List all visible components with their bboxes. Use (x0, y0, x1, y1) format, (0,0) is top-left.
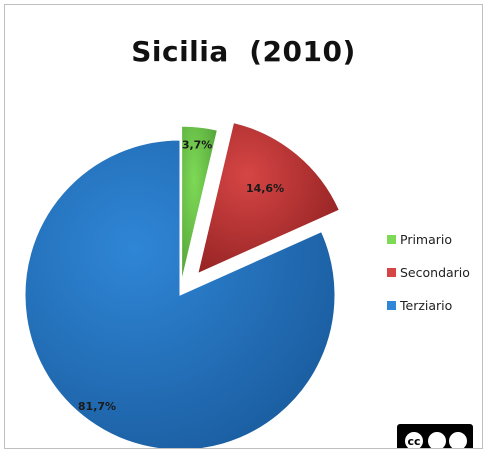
legend-label: Terziario (400, 297, 453, 313)
chart-title: Sicilia (2010) (131, 35, 356, 68)
pie-slice-terziario (24, 139, 336, 448)
legend-item-terziario: Terziario (387, 297, 470, 313)
legend-swatch (387, 267, 396, 277)
data-label-terziario: 81,7% (78, 400, 116, 413)
pie-chart: 3,7% 14,6% 81,7% (24, 121, 340, 448)
cc-license-badge: cc (397, 423, 482, 448)
cc-icon: cc (397, 424, 473, 448)
data-label-primario: 3,7% (182, 139, 213, 152)
legend-item-primario: Primario (387, 231, 470, 247)
data-label-secondario: 14,6% (246, 182, 284, 195)
legend: Primario Secondario Terziario (387, 231, 470, 330)
legend-label: Secondario (400, 264, 470, 280)
pie-slice-primario (181, 125, 218, 282)
legend-label: Primario (400, 231, 453, 247)
legend-item-secondario: Secondario (387, 264, 470, 280)
pie-slice-secondario (197, 121, 340, 275)
legend-swatch (387, 234, 396, 244)
chart-frame: Sicilia (2010) 3,7% 14,6% 81,7% Primario Se… (4, 4, 483, 449)
legend-swatch (387, 300, 396, 310)
